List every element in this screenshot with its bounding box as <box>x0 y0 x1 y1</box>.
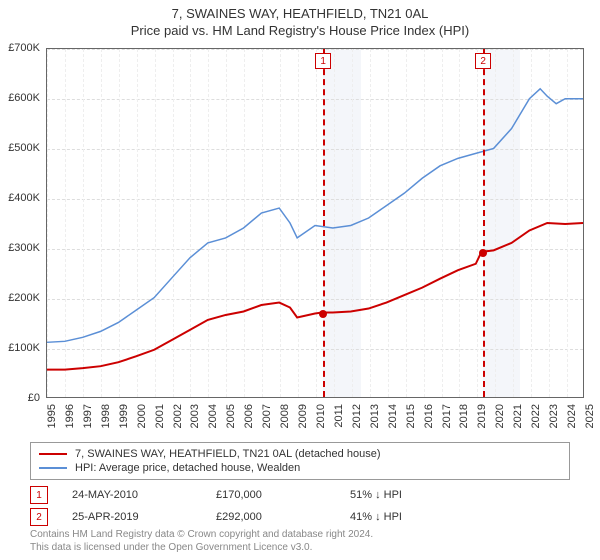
x-tick-label: 2012 <box>351 404 363 428</box>
x-tick-label: 2021 <box>512 404 524 428</box>
x-tick-label: 2002 <box>172 404 184 428</box>
x-tick-label: 2020 <box>494 404 506 428</box>
legend: 7, SWAINES WAY, HEATHFIELD, TN21 0AL (de… <box>30 442 570 480</box>
title-address: 7, SWAINES WAY, HEATHFIELD, TN21 0AL <box>0 6 600 21</box>
x-tick-label: 2025 <box>584 404 596 428</box>
series-price_paid <box>47 223 583 370</box>
x-tick-label: 2023 <box>548 404 560 428</box>
x-axis-labels: 1995 1996 1997 1998 1999 2000 2001 2002 2003 2004… <box>46 400 584 440</box>
marker-dot-1 <box>319 310 327 318</box>
x-tick-label: 2001 <box>154 404 166 428</box>
y-tick-label: £500K <box>8 142 40 154</box>
y-tick-label: £300K <box>8 242 40 254</box>
x-tick-label: 2008 <box>279 404 291 428</box>
x-tick-label: 2013 <box>369 404 381 428</box>
marker-chip-2: 2 <box>475 53 491 69</box>
x-tick-label: 1998 <box>100 404 112 428</box>
legend-label: 7, SWAINES WAY, HEATHFIELD, TN21 0AL (de… <box>75 448 380 460</box>
x-tick-label: 1997 <box>82 404 94 428</box>
marker-price: £170,000 <box>216 489 326 501</box>
footer-attribution: Contains HM Land Registry data © Crown c… <box>30 528 570 554</box>
marker-pct-vs-hpi: 51% ↓ HPI <box>350 489 470 501</box>
chart-titles: 7, SWAINES WAY, HEATHFIELD, TN21 0AL Pri… <box>0 0 600 38</box>
x-tick-label: 2007 <box>261 404 273 428</box>
x-tick-label: 2017 <box>441 404 453 428</box>
marker-table-row: 1 24-MAY-2010 £170,000 51% ↓ HPI <box>30 484 570 506</box>
x-tick-label: 2011 <box>333 404 345 428</box>
legend-swatch <box>39 453 67 455</box>
marker-dot-2 <box>479 249 487 257</box>
marker-date: 25-APR-2019 <box>72 511 192 523</box>
x-tick-label: 1995 <box>46 404 58 428</box>
marker-badge: 1 <box>30 486 48 504</box>
marker-table-row: 2 25-APR-2019 £292,000 41% ↓ HPI <box>30 506 570 528</box>
x-tick-label: 2009 <box>297 404 309 428</box>
x-tick-label: 2014 <box>387 404 399 428</box>
x-tick-label: 2024 <box>566 404 578 428</box>
legend-item: HPI: Average price, detached house, Weal… <box>39 461 561 475</box>
legend-label: HPI: Average price, detached house, Weal… <box>75 462 300 474</box>
series-hpi <box>47 89 583 343</box>
x-tick-label: 2010 <box>315 404 327 428</box>
marker-date: 24-MAY-2010 <box>72 489 192 501</box>
x-tick-label: 2005 <box>225 404 237 428</box>
x-tick-label: 1999 <box>118 404 130 428</box>
x-tick-label: 2004 <box>207 404 219 428</box>
x-tick-label: 2015 <box>405 404 417 428</box>
marker-line-2 <box>483 49 485 397</box>
legend-swatch <box>39 467 67 469</box>
marker-pct-vs-hpi: 41% ↓ HPI <box>350 511 470 523</box>
chart-plot-area: 12 <box>46 48 584 398</box>
y-axis-labels: £0£100K£200K£300K£400K£500K£600K£700K <box>0 48 44 398</box>
marker-price: £292,000 <box>216 511 326 523</box>
y-tick-label: £0 <box>28 392 40 404</box>
footer-line1: Contains HM Land Registry data © Crown c… <box>30 528 570 541</box>
x-tick-label: 2019 <box>476 404 488 428</box>
x-tick-label: 2000 <box>136 404 148 428</box>
marker-line-1 <box>323 49 325 397</box>
y-tick-label: £400K <box>8 192 40 204</box>
x-tick-label: 2006 <box>243 404 255 428</box>
marker-table: 1 24-MAY-2010 £170,000 51% ↓ HPI 2 25-APR-201… <box>30 484 570 528</box>
marker-chip-1: 1 <box>315 53 331 69</box>
title-subtitle: Price paid vs. HM Land Registry's House … <box>0 23 600 38</box>
footer-line2: This data is licensed under the Open Gov… <box>30 541 570 554</box>
y-tick-label: £200K <box>8 292 40 304</box>
x-tick-label: 2018 <box>458 404 470 428</box>
y-tick-label: £100K <box>8 342 40 354</box>
x-tick-label: 2016 <box>423 404 435 428</box>
x-tick-label: 1996 <box>64 404 76 428</box>
x-tick-label: 2022 <box>530 404 542 428</box>
x-tick-label: 2003 <box>189 404 201 428</box>
y-tick-label: £600K <box>8 92 40 104</box>
marker-badge: 2 <box>30 508 48 526</box>
legend-item: 7, SWAINES WAY, HEATHFIELD, TN21 0AL (de… <box>39 447 561 461</box>
chart-svg <box>47 49 583 397</box>
y-tick-label: £700K <box>8 42 40 54</box>
